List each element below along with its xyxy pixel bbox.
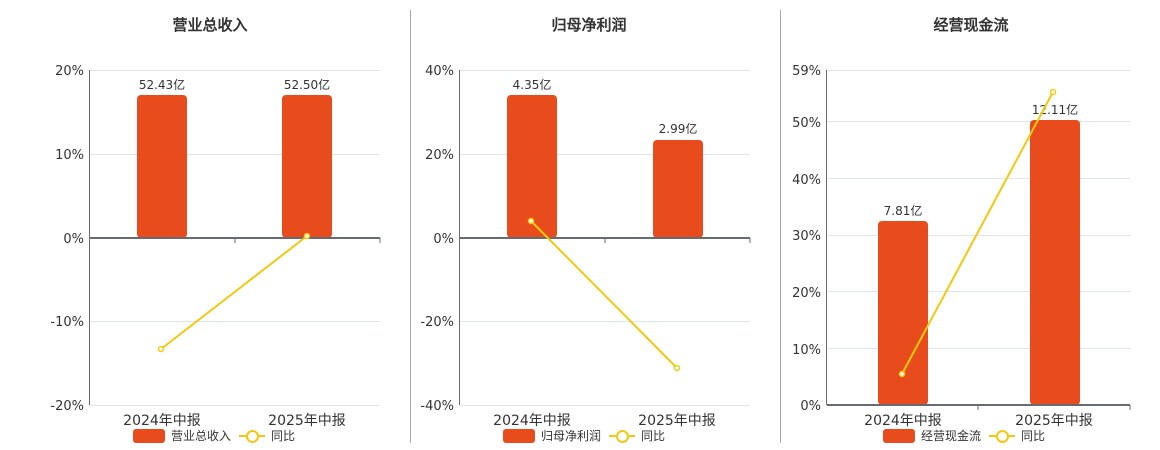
y-tick: 20% [792,286,821,301]
chart-plot: 40% 20% 0% -20% -40% 4.35亿 2.99亿 2024年中报… [420,64,751,429]
y-tick: 10% [55,148,84,163]
bar [507,95,557,238]
y-tick: 20% [425,148,454,163]
legend-line-icon [609,429,636,443]
bar [137,95,187,238]
legend-bar-label[interactable]: 归母净利润 [541,429,602,443]
bar-label: 4.35亿 [513,77,552,92]
chart-title: 归母净利润 [551,16,627,34]
bar [878,221,928,405]
chart-operating-cashflow: 经营现金流 59% 50% 40% 30% 20% 10% 0% 7.81亿 1… [781,0,1160,450]
chart-net-profit: 归母净利润 40% 20% 0% -20% -40% 4.35亿 2.99亿 2… [411,0,781,450]
bar-label: 52.50亿 [284,77,330,92]
y-tick: 30% [792,229,821,244]
y-tick: -10% [50,315,84,330]
legend[interactable]: 营业总收入 同比 [133,427,295,444]
bar [1030,120,1080,405]
legend-bar-label[interactable]: 营业总收入 [171,429,232,443]
legend-bar-label[interactable]: 经营现金流 [921,429,982,443]
chart-revenue: 营业总收入 20% 10% 0% -10% -20% 52.43亿 52.50亿 [0,0,410,450]
legend[interactable]: 经营现金流 同比 [883,427,1045,444]
legend-bar-swatch [883,428,915,443]
y-tick: 20% [55,64,84,79]
bar-label: 12.11亿 [1032,102,1078,117]
bar [282,95,332,238]
x-tick: 2024年中报 [123,413,201,429]
chart-title: 经营现金流 [933,16,1009,34]
bar-label: 7.81亿 [884,203,923,218]
y-tick: 0% [433,232,454,247]
y-tick: 59% [792,64,821,79]
y-tick: 10% [792,343,821,358]
chart-plot: 20% 10% 0% -10% -20% 52.43亿 52.50亿 2024年… [50,64,381,429]
legend-line-label[interactable]: 同比 [1021,429,1046,443]
y-tick: -20% [50,399,84,414]
x-tick: 2024年中报 [864,413,942,429]
divider [410,10,411,443]
divider [780,10,781,443]
legend-line-label[interactable]: 同比 [271,429,296,443]
y-tick: -40% [420,399,454,414]
legend[interactable]: 归母净利润 同比 [503,427,665,444]
y-tick: 50% [792,116,821,131]
x-tick: 2025年中报 [1015,413,1093,429]
y-tick: 0% [63,232,84,247]
legend-line-icon [239,429,266,443]
y-tick: 0% [800,399,821,414]
y-tick: -20% [420,315,454,330]
x-tick: 2025年中报 [268,413,346,429]
chart-title: 营业总收入 [172,16,248,34]
x-tick: 2025年中报 [638,413,716,429]
y-tick: 40% [425,64,454,79]
legend-bar-swatch [503,428,535,443]
legend-line-label[interactable]: 同比 [641,429,666,443]
legend-line-icon [989,429,1016,443]
bar-label: 52.43亿 [139,77,185,92]
bar-label: 2.99亿 [659,121,698,136]
y-tick: 40% [792,173,821,188]
chart-plot: 59% 50% 40% 30% 20% 10% 0% 7.81亿 12.11亿 … [792,64,1131,429]
bar [653,140,703,238]
x-tick: 2024年中报 [493,413,571,429]
legend-bar-swatch [133,428,165,443]
